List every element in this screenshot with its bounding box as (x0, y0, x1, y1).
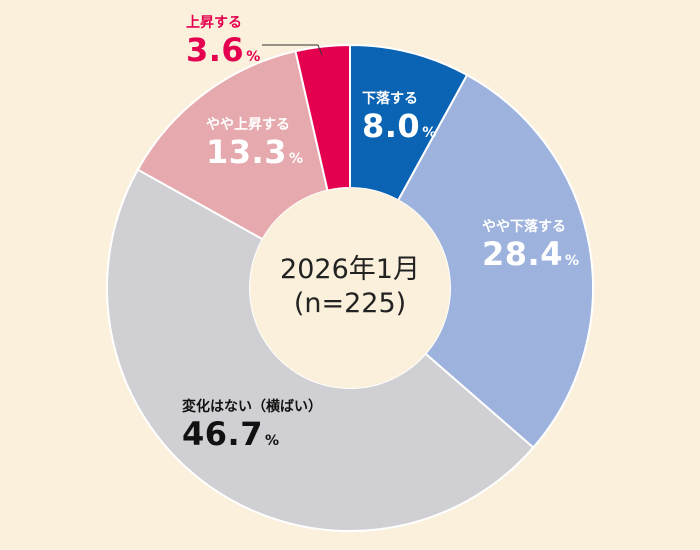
slice-unit-no-change: % (264, 433, 279, 449)
slice-name-falling: 下落する (362, 91, 418, 107)
slice-name-no-change: 変化はない（横ばい） (182, 399, 322, 415)
slice-value-falling: 8.0 (362, 107, 421, 145)
slice-value-slightly-rising: 13.3 (206, 133, 287, 171)
slice-unit-falling: % (422, 125, 437, 141)
slice-value-no-change: 46.7 (182, 415, 263, 453)
slice-name-slightly-rising: やや上昇する (206, 117, 290, 133)
center-label-date: 2026年1月 (280, 254, 420, 285)
slice-label-slightly-rising: やや上昇する 13.3% (206, 118, 303, 168)
slice-unit-slightly-falling: % (564, 253, 579, 269)
slice-name-slightly-falling: やや下落する (482, 219, 566, 235)
slice-label-slightly-falling: やや下落する 28.4% (482, 220, 579, 270)
slice-label-no-change: 変化はない（横ばい） 46.7% (182, 400, 322, 450)
donut-hole (250, 188, 450, 388)
slice-unit-rising: % (246, 49, 261, 65)
slice-name-rising: 上昇する (186, 15, 242, 31)
slice-value-rising: 3.6 (186, 31, 245, 69)
leader-line-rising (262, 44, 323, 56)
center-label: 2026年1月 (n=225) (250, 253, 450, 321)
slice-value-slightly-falling: 28.4 (482, 235, 563, 273)
center-label-count: (n=225) (293, 287, 407, 319)
slice-label-falling: 下落する 8.0% (362, 92, 436, 142)
slice-unit-slightly-rising: % (288, 151, 303, 167)
slice-label-rising: 上昇する 3.6% (186, 16, 260, 66)
